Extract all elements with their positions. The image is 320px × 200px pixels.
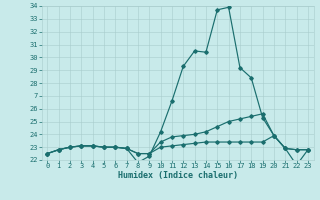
X-axis label: Humidex (Indice chaleur): Humidex (Indice chaleur)	[118, 171, 237, 180]
